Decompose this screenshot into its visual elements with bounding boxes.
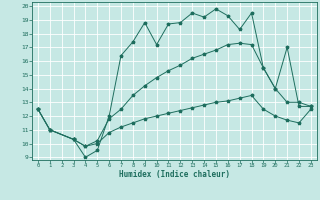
X-axis label: Humidex (Indice chaleur): Humidex (Indice chaleur) bbox=[119, 170, 230, 179]
